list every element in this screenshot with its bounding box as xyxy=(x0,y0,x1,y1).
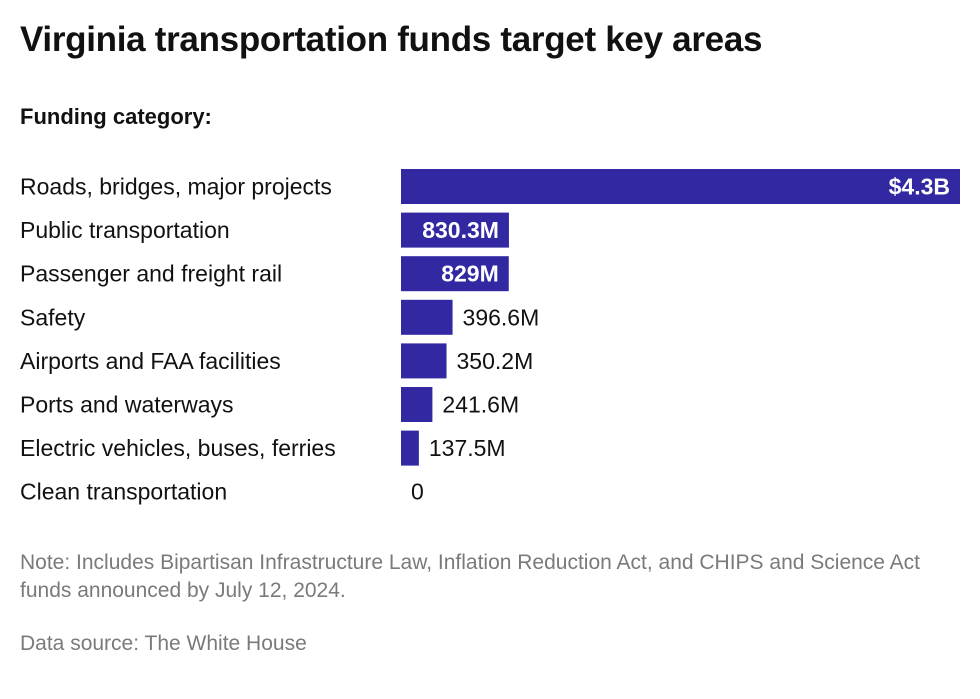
chart-note: Note: Includes Bipartisan Infrastructure… xyxy=(20,551,920,602)
category-label-public-transportation: Public transportation xyxy=(20,217,230,243)
value-label-clean-transportation: 0 xyxy=(411,479,424,505)
data-source: Data source: The White House xyxy=(20,632,307,655)
category-label-airports-and-faa-facilities: Airports and FAA facilities xyxy=(20,348,281,374)
category-label-passenger-and-freight-rail: Passenger and freight rail xyxy=(20,261,282,287)
value-label-safety: 396.6M xyxy=(463,304,540,330)
bar-ports-and-waterways xyxy=(401,387,433,422)
value-label-ports-and-waterways: 241.6M xyxy=(442,392,519,418)
category-label-safety: Safety xyxy=(20,304,86,330)
category-label-electric-vehicles-buses-ferries: Electric vehicles, buses, ferries xyxy=(20,435,336,461)
value-label-public-transportation: 830.3M xyxy=(422,217,499,243)
bar-public-transportation xyxy=(401,212,509,248)
value-label-passenger-and-freight-rail: 829M xyxy=(441,261,499,287)
bar-roads-bridges-major-projects xyxy=(401,169,960,204)
value-label-airports-and-faa-facilities: 350.2M xyxy=(457,348,534,374)
bar-chart: Roads, bridges, major projects $4.3B Publi… xyxy=(20,169,960,505)
value-label-roads-bridges-major-projects: $4.3B xyxy=(889,174,950,200)
value-label-electric-vehicles-buses-ferries: 137.5M xyxy=(429,435,506,461)
category-label-roads-bridges-major-projects: Roads, bridges, major projects xyxy=(20,174,332,200)
category-label-ports-and-waterways: Ports and waterways xyxy=(20,392,233,418)
chart-subtitle: Funding category: xyxy=(20,104,212,129)
bar-airports-and-faa-facilities xyxy=(401,343,447,379)
bar-passenger-and-freight-rail xyxy=(401,256,509,292)
category-label-clean-transportation: Clean transportation xyxy=(20,479,227,505)
bar-electric-vehicles-buses-ferries xyxy=(401,430,419,466)
bar-safety xyxy=(401,299,453,335)
chart-title: Virginia transportation funds target key… xyxy=(20,20,763,59)
